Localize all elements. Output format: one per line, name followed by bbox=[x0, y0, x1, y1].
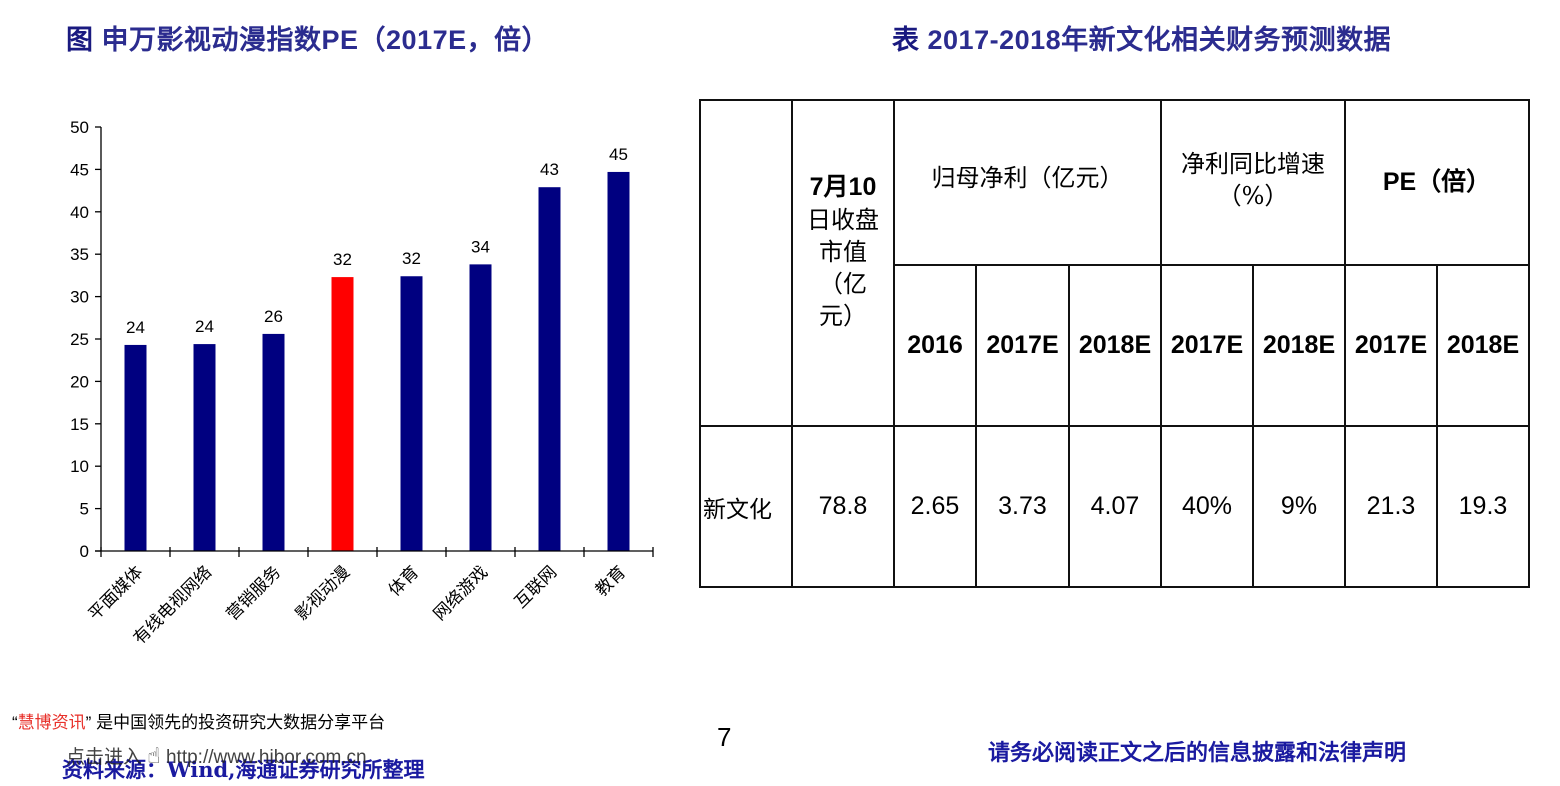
bar-value-label: 24 bbox=[126, 318, 145, 337]
header-pe-label: PE（倍） bbox=[1382, 167, 1492, 196]
header-corner-cell bbox=[699, 99, 793, 427]
link-url[interactable]: http://www.hibor.com.cn bbox=[165, 747, 367, 768]
hibor-link[interactable]: 点击进入 ☝ http://www.hibor.com.cn bbox=[66, 742, 367, 769]
y-tick-label: 35 bbox=[70, 245, 89, 264]
x-category-label: 影视动漫 bbox=[292, 562, 354, 624]
financial-forecast-table: 7月10 日收盘 市值 （亿 元） 归母净利（亿元） 净利同比增速 （%） PE… bbox=[699, 99, 1530, 588]
x-category-label: 教育 bbox=[592, 562, 629, 599]
table-title: 表 2017-2018年新文化相关财务预测数据 bbox=[892, 18, 1391, 57]
header-year-cell: 2018E bbox=[1252, 264, 1346, 427]
header-row-2: 2016 2017E 2018E 2017E 2018E 2017E 2018E bbox=[700, 264, 1530, 427]
promo-quote-open: “ bbox=[12, 713, 18, 732]
y-tick-label: 25 bbox=[70, 330, 89, 349]
x-category-label: 体育 bbox=[385, 562, 422, 599]
cell-net-profit-2018e: 4.07 bbox=[1068, 425, 1162, 588]
hand-pointer-icon: ☝ bbox=[147, 743, 161, 768]
bar bbox=[124, 344, 147, 551]
header-year-cell: 2018E bbox=[1068, 264, 1162, 427]
y-tick-label: 15 bbox=[70, 415, 89, 434]
cell-net-profit-2016: 2.65 bbox=[893, 425, 977, 588]
header-year-cell: 2017E bbox=[1344, 264, 1438, 427]
y-tick-label: 30 bbox=[70, 288, 89, 307]
header-growth-line2: （%） bbox=[1217, 181, 1289, 210]
header-net-profit: 归母净利（亿元） bbox=[893, 99, 1162, 266]
legal-disclaimer-link[interactable]: 请务必阅读正文之后的信息披露和法律声明 bbox=[988, 740, 1407, 766]
header-growth-line1: 净利同比增速 bbox=[1181, 149, 1325, 178]
header-growth: 净利同比增速 （%） bbox=[1160, 99, 1346, 266]
bar bbox=[262, 333, 285, 551]
bars: 24 24 26 32 32 34 43 45 bbox=[124, 145, 630, 551]
y-axis: 0 5 10 15 20 25 30 35 40 45 50 bbox=[70, 118, 102, 561]
bar bbox=[469, 264, 492, 551]
header-market-cap-line2: 日收盘 bbox=[807, 206, 879, 234]
header-market-cap-line1: 7月10 bbox=[809, 173, 877, 201]
cell-growth-2018e: 9% bbox=[1252, 425, 1346, 588]
x-category-label: 网络游戏 bbox=[430, 562, 492, 624]
cell-pe-2018e: 19.3 bbox=[1436, 425, 1530, 588]
header-row-1: 7月10 日收盘 市值 （亿 元） 归母净利（亿元） 净利同比增速 （%） PE… bbox=[699, 99, 1530, 427]
bar-value-label: 32 bbox=[333, 250, 352, 269]
y-tick-label: 40 bbox=[70, 203, 89, 222]
y-tick-label: 45 bbox=[70, 160, 89, 179]
table-label: 表 bbox=[892, 25, 920, 56]
bar bbox=[193, 344, 216, 551]
header-year-cell: 2018E bbox=[1436, 264, 1530, 427]
promo-quote-close: ” bbox=[85, 713, 92, 732]
chart-title: 图 申万影视动漫指数PE（2017E，倍） bbox=[66, 18, 549, 57]
table-row: 新文化 78.8 2.65 3.73 4.07 40% 9% 21.3 19.3 bbox=[699, 425, 1530, 588]
bar-value-label: 26 bbox=[264, 307, 283, 326]
bar bbox=[400, 276, 423, 551]
table-title-text: 2017-2018年新文化相关财务预测数据 bbox=[927, 25, 1392, 55]
promo-text: 是中国领先的投资研究大数据分享平台 bbox=[96, 713, 386, 732]
row-company-name: 新文化 bbox=[699, 425, 793, 588]
cell-net-profit-2017e: 3.73 bbox=[975, 425, 1070, 588]
bar-value-label: 24 bbox=[195, 317, 214, 336]
cell-pe-2017e: 21.3 bbox=[1344, 425, 1438, 588]
bar-value-label: 32 bbox=[402, 249, 421, 268]
y-tick-label: 50 bbox=[70, 118, 89, 137]
bar bbox=[538, 187, 561, 551]
cell-growth-2017e: 40% bbox=[1160, 425, 1254, 588]
x-category-label: 平面媒体 bbox=[85, 562, 147, 624]
x-category-label: 营销服务 bbox=[223, 562, 285, 624]
header-market-cap-line3: 市值 bbox=[819, 238, 867, 266]
page-number: 7 bbox=[717, 722, 732, 752]
pe-bar-chart: 0 5 10 15 20 25 30 35 40 45 50 24 24 26 32 32 34 43 45 平面… bbox=[70, 118, 654, 648]
header-year-cell: 2017E bbox=[975, 264, 1070, 427]
cell-market-cap: 78.8 bbox=[791, 425, 895, 588]
figure-label: 图 bbox=[66, 25, 94, 56]
header-pe: PE（倍） bbox=[1344, 99, 1530, 266]
header-year-cell: 2017E bbox=[1160, 264, 1254, 427]
bar bbox=[331, 277, 354, 551]
header-market-cap-line5: 元） bbox=[819, 302, 867, 330]
source-note: 资料来源：Wind,海通证券研究所整理 bbox=[62, 757, 425, 782]
y-tick-label: 5 bbox=[80, 500, 89, 519]
promo-brand[interactable]: 慧博资讯 bbox=[17, 713, 86, 732]
y-tick-label: 10 bbox=[70, 457, 89, 476]
header-market-cap-line4: （亿 bbox=[819, 270, 867, 298]
header-net-profit-label: 归母净利（亿元） bbox=[931, 163, 1124, 192]
y-tick-label: 0 bbox=[80, 542, 89, 561]
promo-banner[interactable]: “慧博资讯” 是中国领先的投资研究大数据分享平台 bbox=[12, 708, 385, 733]
chart-title-text: 申万影视动漫指数PE（2017E，倍） bbox=[101, 25, 550, 55]
bar-value-label: 45 bbox=[609, 145, 628, 164]
bar-value-label: 43 bbox=[540, 160, 559, 179]
bar-value-label: 34 bbox=[471, 237, 490, 256]
y-tick-label: 20 bbox=[70, 372, 89, 391]
x-category-label: 互联网 bbox=[511, 562, 560, 611]
header-year-cell: 2016 bbox=[893, 264, 977, 427]
header-market-cap: 7月10 日收盘 市值 （亿 元） bbox=[791, 99, 895, 427]
bar bbox=[607, 171, 630, 551]
link-prefix: 点击进入 bbox=[66, 747, 143, 768]
